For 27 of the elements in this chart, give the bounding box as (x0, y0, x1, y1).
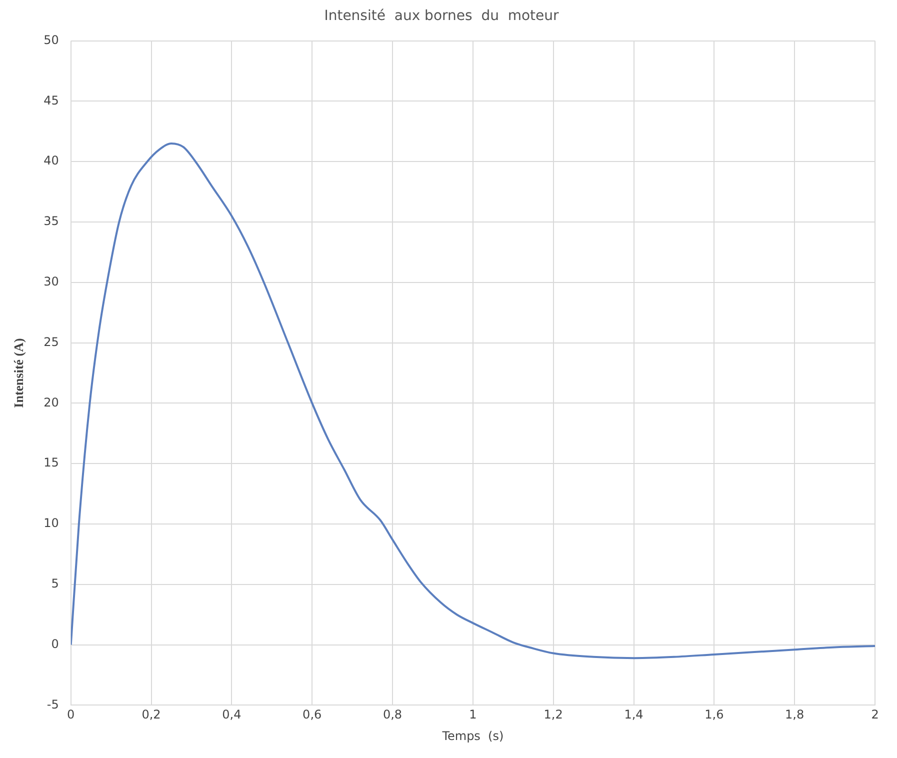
y-tick-label: 0 (51, 636, 59, 651)
x-tick-label: 1 (469, 708, 477, 722)
y-tick-label: 40 (44, 154, 59, 168)
y-tick-label: 25 (44, 334, 59, 349)
x-tick-label: 0 (67, 708, 75, 722)
y-tick-label: 15 (44, 456, 59, 470)
y-tick-label: -5 (46, 697, 59, 712)
y-tick-label: 20 (44, 395, 59, 410)
x-tick-label: 1,2 (544, 708, 563, 722)
x-tick-label: 1,8 (785, 708, 804, 722)
line-series (70, 142, 875, 660)
x-tick-label: 1,6 (704, 708, 724, 722)
y-tick-label: 45 (44, 93, 59, 108)
x-tick-label: 0,8 (382, 708, 402, 722)
y-tick-label: 5 (51, 576, 59, 591)
y-tick-label: 50 (44, 32, 59, 47)
x-axis-title: Temps (s) (441, 728, 504, 743)
y-tick-label: 35 (44, 214, 59, 228)
x-tick-label: 2 (871, 708, 879, 722)
chart-title: Intensité aux bornes du moteur (324, 8, 560, 24)
x-tick-label: 0,4 (222, 708, 242, 722)
x-tick-label: 0,6 (302, 708, 322, 722)
x-tick-label: 0,2 (142, 708, 161, 722)
y-tick-label: 30 (44, 274, 59, 289)
x-tick-label: 1,4 (624, 708, 644, 722)
y-axis-title: Intensité (A) (11, 338, 26, 408)
y-tick-label: 10 (44, 516, 59, 530)
